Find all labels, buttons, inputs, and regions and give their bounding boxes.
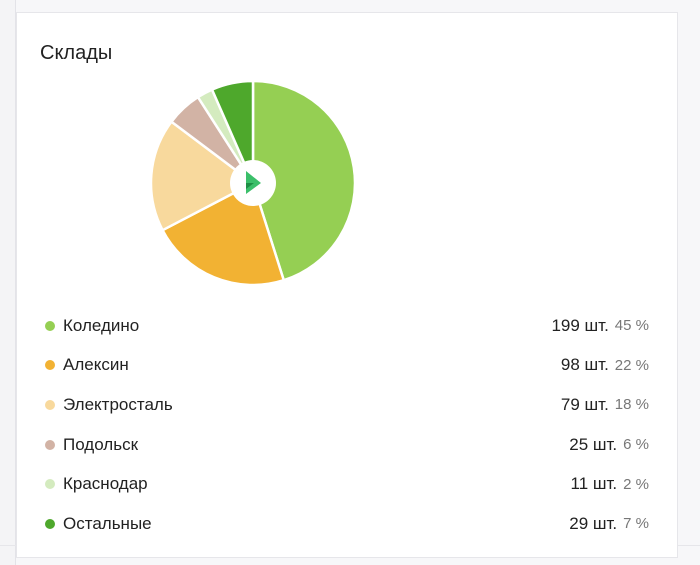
legend-percent: 45 % [614, 317, 649, 335]
legend-count: 98 шт. [560, 355, 609, 375]
legend-count: 25 шт. [569, 434, 618, 454]
warehouses-card: Склады Коледино 199 шт. 45 % Алексин 98 … [16, 12, 678, 558]
legend-percent: 22 % [614, 356, 649, 374]
legend-name: Электросталь [63, 394, 173, 414]
legend-percent: 18 % [614, 396, 649, 414]
pie-slice-6[interactable] [210, 80, 255, 185]
legend-item-ostalnye: Остальные 29 шт. 7 % [45, 504, 649, 544]
legend-count: 29 шт. [569, 513, 618, 533]
legend-name: Алексин [63, 355, 129, 375]
pie-chart-svg [150, 80, 356, 286]
legend-dot [45, 320, 55, 331]
legend-dot [45, 439, 55, 450]
legend-name: Коледино [63, 315, 140, 335]
legend-count: 199 шт. [551, 315, 609, 335]
legend-item-elektrostal: Электросталь 79 шт. 18 % [45, 385, 649, 425]
legend-percent: 6 % [623, 436, 649, 454]
legend-percent: 2 % [623, 475, 649, 493]
legend-dot [45, 360, 55, 371]
pie-slice-2[interactable] [161, 181, 286, 286]
legend-name: Подольск [63, 434, 139, 454]
legend-dot [45, 518, 55, 529]
chart-legend: Коледино 199 шт. 45 % Алексин 98 шт. 22 … [45, 306, 649, 544]
left-panel-edge [0, 0, 16, 565]
legend-item-podolsk: Подольск 25 шт. 6 % [45, 425, 649, 465]
legend-percent: 7 % [623, 515, 649, 533]
brand-play-logo-icon [246, 171, 261, 194]
legend-dot [45, 479, 55, 490]
pie-slice-3[interactable] [150, 120, 255, 232]
legend-item-koledino: Коледино 199 шт. 45 % [45, 306, 649, 346]
right-panel-edge [678, 0, 700, 565]
pie-slice-1[interactable] [251, 80, 356, 282]
pie-chart [150, 80, 356, 286]
legend-item-aleksin: Алексин 98 шт. 22 % [45, 346, 649, 386]
legend-count: 11 шт. [570, 474, 618, 494]
card-title: Склады [40, 42, 113, 64]
legend-name: Краснодар [63, 474, 148, 494]
legend-item-krasnodar: Краснодар 11 шт. 2 % [45, 464, 649, 504]
legend-name: Остальные [63, 513, 152, 533]
legend-dot [45, 399, 55, 410]
legend-count: 79 шт. [560, 394, 609, 414]
